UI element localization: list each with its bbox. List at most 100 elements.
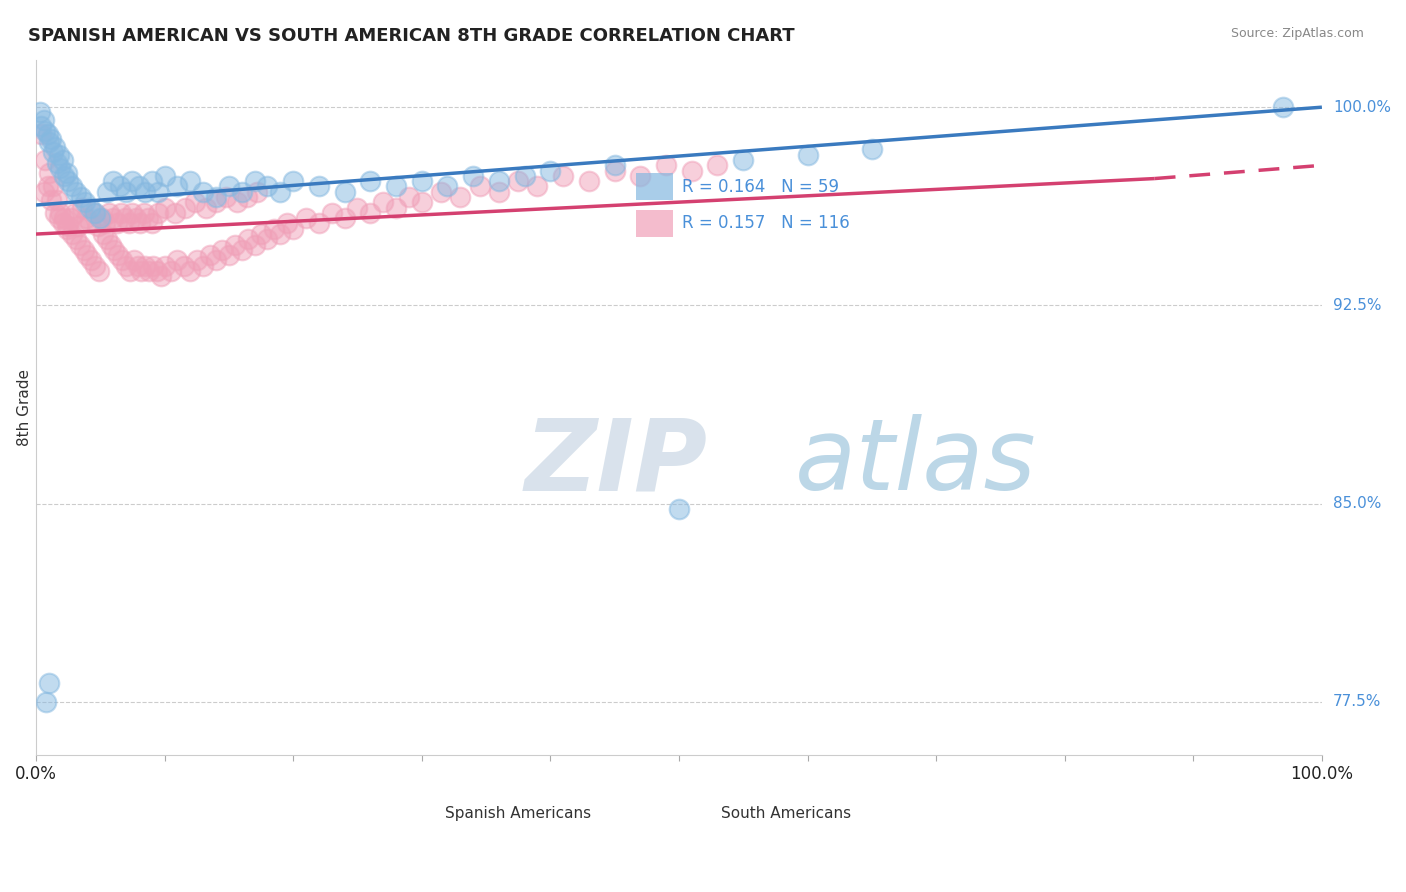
Point [163,206,186,220]
Text: Source: ZipAtlas.com: Source: ZipAtlas.com [1230,27,1364,40]
Point [281,221,304,235]
Point [184,195,207,210]
Point [250,227,273,241]
Point [65,232,87,246]
Point [48,147,70,161]
Point [218,248,240,262]
Point [263,221,285,235]
Text: R = 0.157   N = 116: R = 0.157 N = 116 [682,214,849,232]
Point [138,264,160,278]
Point [89,211,111,226]
Point [603,158,626,172]
Point [128,179,150,194]
Point [231,185,253,199]
Point [308,179,330,194]
Point [34,124,56,138]
Point [79,201,101,215]
Point [35,695,58,709]
Point [70,190,93,204]
Point [121,206,143,220]
Point [30,127,52,141]
Point [69,237,91,252]
Point [578,174,600,188]
Point [38,676,60,690]
Point [141,217,163,231]
Point [41,145,63,160]
Point [211,243,233,257]
Point [125,211,148,226]
Point [70,201,93,215]
Point [134,185,156,199]
Point [56,174,79,188]
Point [41,132,63,146]
Point [411,195,433,210]
Point [65,185,87,199]
Point [49,161,72,175]
Point [488,174,510,188]
Point [100,237,122,252]
Point [45,155,67,169]
Point [103,243,125,257]
Point [205,190,228,204]
Point [41,193,63,207]
Point [215,190,238,204]
Point [83,206,105,220]
Point [346,201,368,215]
FancyBboxPatch shape [637,210,673,236]
Point [114,211,136,226]
Point [94,217,117,231]
Point [385,201,408,215]
Point [118,264,141,278]
Point [468,179,491,194]
Point [191,259,214,273]
Point [205,195,228,210]
Point [153,201,176,215]
Point [41,179,63,194]
Point [706,158,728,172]
Point [295,211,318,226]
Point [117,217,139,231]
Point [198,248,221,262]
Point [186,253,208,268]
Point [111,253,134,268]
Point [166,179,188,194]
Point [134,259,156,273]
Point [236,232,259,246]
Point [553,169,575,183]
Point [79,217,101,231]
Point [67,219,90,234]
Point [160,264,183,278]
Point [398,190,420,204]
Point [628,169,651,183]
Point [333,211,356,226]
Point [108,179,131,194]
Point [96,185,118,199]
Point [136,211,159,226]
Text: 85.0%: 85.0% [1333,496,1381,511]
Point [72,243,94,257]
Point [231,243,253,257]
Point [52,153,75,167]
Point [142,259,165,273]
Point [146,264,169,278]
Point [49,206,72,220]
Point [38,135,60,149]
Text: Spanish Americans: Spanish Americans [444,806,591,822]
Point [127,259,149,273]
Point [276,217,298,231]
Point [463,169,485,183]
Point [733,153,755,167]
Point [153,169,176,183]
Point [796,147,818,161]
Point [37,127,59,141]
Point [121,174,143,188]
Point [48,211,70,226]
Text: SPANISH AMERICAN VS SOUTH AMERICAN 8TH GRADE CORRELATION CHART: SPANISH AMERICAN VS SOUTH AMERICAN 8TH G… [28,27,794,45]
Point [141,174,163,188]
Point [603,163,626,178]
Point [115,259,138,273]
Point [122,253,145,268]
Point [45,193,67,207]
Point [60,227,83,241]
Point [32,185,55,199]
